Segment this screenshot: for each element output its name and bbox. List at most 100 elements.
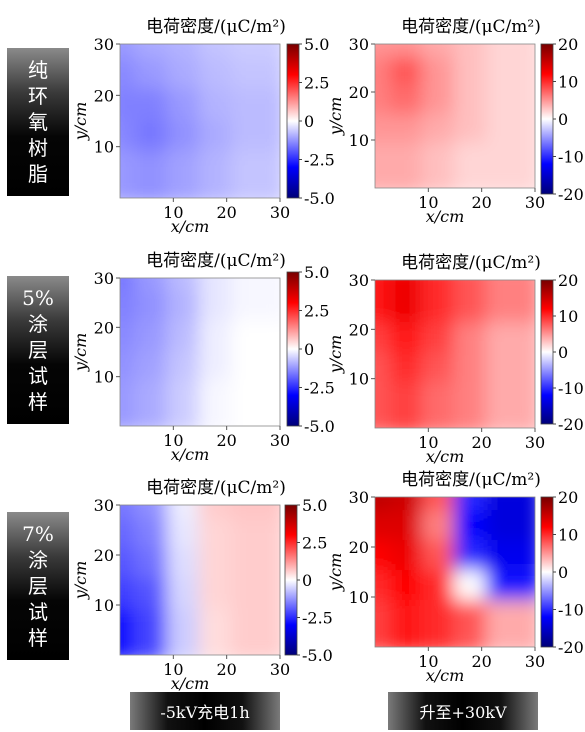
x-tick-label: 10 [418,433,438,452]
y-tick-label: 20 [94,318,114,337]
colorbar [286,43,300,199]
heatmap-field [120,278,280,426]
colorbar-tick-label: -20 [558,415,584,434]
colorbar-tick-label: 2.5 [304,74,329,93]
x-axis-label: x/cm [171,445,210,464]
row-label-char: 树 [28,136,48,160]
heatmap-cell [485,142,535,188]
heatmap-cells [375,44,535,188]
chart-title: 电荷密度/(μC/m²) [146,251,286,271]
x-axis-label: x/cm [426,447,465,466]
plot-frame [374,496,536,648]
heatmap-cell [485,381,535,428]
y-tick-label: 10 [94,368,114,387]
y-axis-label: y/cm [71,561,90,601]
heatmap-panel: 10 20 30 10 20 30 x/cm y/cm 电荷密度/(μC/m²) 20 10 0 -10… [326,253,584,466]
row-label-char: 试 [28,364,48,388]
y-axis-label: y/cm [326,553,345,593]
colorbar-tick-label: 10 [558,73,578,92]
x-tick-label: 10 [163,660,183,679]
colorbar-tick-label: 10 [558,307,578,326]
heatmap-cells [375,497,535,647]
y-tick-label: 20 [94,546,114,565]
y-tick-label: 30 [94,496,114,515]
row-label-char: 样 [28,626,48,650]
heatmap-field [375,497,535,647]
heatmap-panel: 10 20 30 10 20 30 x/cm y/cm 电荷密度/(μC/m²) 20 10 0 -10… [326,17,584,226]
colorbar [540,43,554,195]
colorbar [540,279,554,425]
chart-title: 电荷密度/(μC/m²) [401,253,541,273]
row-label-char: 试 [28,600,48,624]
y-tick-label: 10 [349,588,369,607]
y-tick-label: 20 [349,320,369,339]
row-label-char: 涂 [28,548,48,572]
chart-title: 电荷密度/(μC/m²) [401,17,541,37]
colorbar-tick-label: -10 [558,601,584,620]
plot-frame [374,43,536,189]
colorbar-tick-label: 0 [304,340,314,359]
colorbar-tick-label: -2.5 [302,609,333,628]
heatmap-cells [120,505,280,655]
colorbar-tick-label: -10 [558,379,584,398]
heatmap-field [375,280,535,428]
x-tick-label: 20 [471,433,491,452]
row-label-char: 层 [28,574,48,598]
y-tick-label: 10 [349,131,369,150]
plot-frame [374,279,536,429]
x-tick-label: 30 [525,433,545,452]
x-tick-label: 30 [270,660,290,679]
x-axis-label: x/cm [171,217,210,236]
y-tick-label: 10 [349,370,369,389]
y-tick-label: 10 [94,596,114,615]
heatmap-field [120,505,280,655]
heatmap-panel: 10 20 30 10 20 30 x/cm y/cm 电荷密度/(μC/m²) 20 10 0 -10… [326,470,584,685]
row-label-char: 环 [28,84,48,108]
y-tick-label: 30 [94,35,114,54]
colorbar-tick-label: -5.0 [304,189,335,208]
heatmap-cell [230,150,280,198]
colorbar-tick-label: -10 [558,148,584,167]
chart-title: 电荷密度/(μC/m²) [146,17,286,37]
colorbar-tick-label: -5.0 [304,417,335,436]
colorbar-tick-label: -2.5 [304,151,335,170]
row-label-char: 氧 [28,110,48,134]
heatmap-field [120,44,280,198]
colorbar-tick-label: 10 [558,526,578,545]
chart-title: 电荷密度/(μC/m²) [146,478,286,498]
heatmap-panel: 10 20 30 10 20 30 x/cm y/cm 电荷密度/(μC/m²) 5.0 2.5 0 -… [71,478,333,693]
y-tick-label: 30 [349,488,369,507]
y-tick-label: 20 [349,538,369,557]
colorbar [284,504,298,656]
heatmap-cell [485,600,535,647]
y-tick-label: 30 [349,271,369,290]
colorbar [540,496,554,648]
x-axis-label: x/cm [426,666,465,685]
colorbar-tick-label: 20 [558,488,578,507]
col-label-raised-voltage: 升至+30kV [388,692,538,730]
plot-frame [119,277,281,427]
y-axis-label: y/cm [326,97,345,137]
colorbar-tick-label: 0 [558,563,568,582]
y-tick-label: 10 [94,138,114,157]
colorbar-tick-label: 0 [302,571,312,590]
heatmap-cells [120,44,280,198]
x-tick-label: 30 [525,193,545,212]
y-tick-label: 20 [94,86,114,105]
plot-frame [119,43,281,199]
colorbar-tick-label: -2.5 [304,379,335,398]
heatmap-panel: 10 20 30 10 20 30 x/cm y/cm 电荷密度/(μC/m²) 5.0 2.5 0 -… [71,17,335,236]
x-tick-label: 10 [418,652,438,671]
colorbar-tick-label: 20 [558,271,578,290]
y-axis-label: y/cm [71,333,90,373]
x-tick-label: 20 [216,660,236,679]
heatmap-field [375,44,535,188]
row-label-char: 纯 [28,58,48,82]
colorbar-tick-label: 0 [304,112,314,131]
x-tick-label: 30 [525,652,545,671]
colorbar [286,271,300,427]
x-tick-label: 10 [418,193,438,212]
heatmap-panel: 10 20 30 10 20 30 x/cm y/cm 电荷密度/(μC/m²) 5.0 2.5 0 -… [71,251,335,464]
x-axis-label: x/cm [171,674,210,693]
